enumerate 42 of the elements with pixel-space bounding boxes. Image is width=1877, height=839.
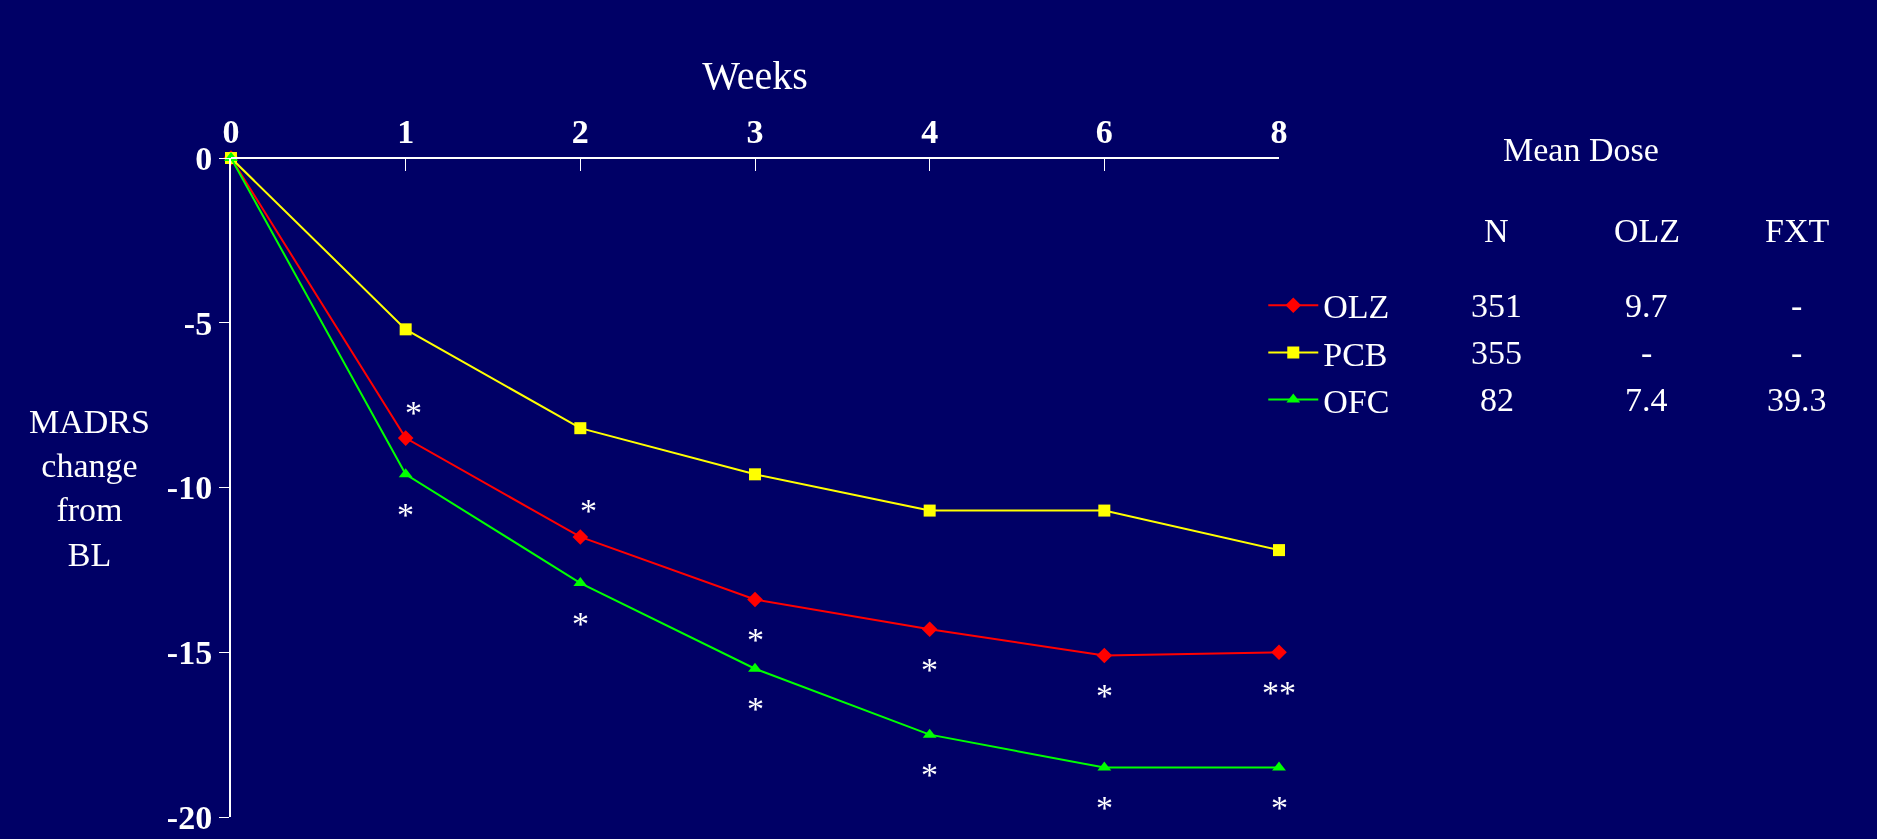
y-tick-label: -5 [183,304,213,342]
text: 9.7 [1625,287,1668,324]
x-tick-label: 2 [571,113,589,151]
y-tick-label: -15 [166,634,213,672]
legend-label: OFC [1323,382,1390,420]
text: OLZ [1614,212,1681,249]
annotation: * [580,492,597,529]
text: 355 [1471,334,1522,371]
annotation: * [921,651,938,688]
text: - [1791,287,1803,324]
text: 351 [1471,287,1522,324]
annotation: * [921,756,938,793]
x-tick-label: 1 [397,113,415,151]
text: FXT [1765,212,1830,249]
x-tick-label: 4 [921,113,939,151]
annotation: * [572,605,589,642]
x-axis-title: Weeks [702,53,808,99]
annotation: * [397,496,414,533]
text: 82 [1480,381,1514,418]
x-tick-label: 0 [222,113,240,151]
y-axis-title: MADRS change from BL [29,403,150,573]
annotation: * [1096,789,1113,826]
text: 7.4 [1625,381,1668,418]
legend-label: OLZ [1323,288,1390,326]
text: - [1791,334,1803,371]
x-tick-label: 3 [746,113,764,151]
x-tick-label: 8 [1270,113,1288,151]
annotation: * [1271,789,1288,826]
annotation: * [747,690,764,727]
annotation: * [747,621,764,658]
annotation: * [405,394,422,431]
text: 39.3 [1767,381,1827,418]
y-tick-label: -20 [166,798,213,836]
text: Mean Dose [1503,131,1659,168]
text: N [1484,212,1509,249]
text: - [1641,334,1653,371]
y-tick-label: 0 [195,139,213,177]
annotation: * [1096,677,1113,714]
y-tick-label: -10 [166,469,213,507]
x-tick-label: 6 [1095,113,1113,151]
legend-label: PCB [1323,335,1388,373]
annotation: ** [1262,674,1296,711]
